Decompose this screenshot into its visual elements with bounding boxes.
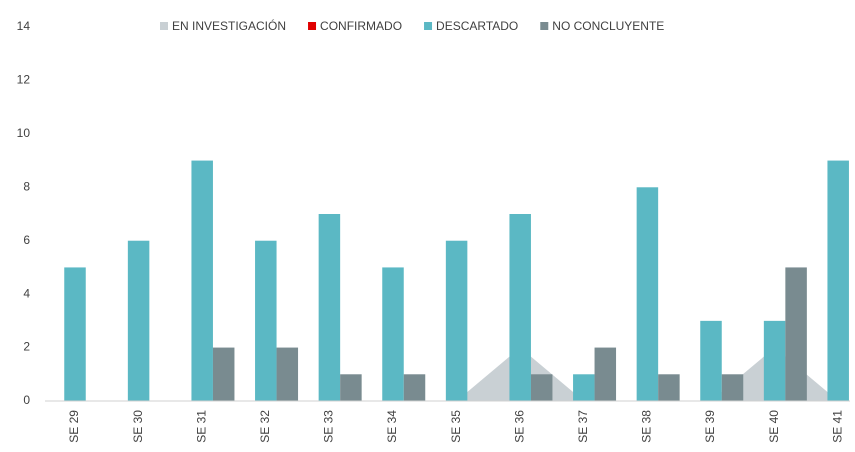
bar bbox=[382, 267, 404, 401]
bar bbox=[636, 187, 659, 401]
x-tick-label: SE 31 bbox=[194, 410, 208, 443]
x-tick-label: SE 30 bbox=[131, 410, 145, 443]
x-tick-label: SE 33 bbox=[322, 410, 336, 443]
bar bbox=[700, 320, 722, 401]
y-tick-label: 10 bbox=[17, 126, 31, 140]
y-tick-label: 14 bbox=[17, 19, 31, 33]
x-tick-label: SE 37 bbox=[576, 410, 590, 443]
bar bbox=[594, 347, 617, 401]
bar bbox=[191, 160, 213, 401]
bar bbox=[127, 240, 150, 401]
bar bbox=[403, 374, 426, 401]
x-tick-label: SE 29 bbox=[67, 410, 81, 443]
bar bbox=[255, 240, 277, 401]
legend-label: DESCARTADO bbox=[436, 19, 518, 33]
y-tick-label: 8 bbox=[23, 179, 30, 193]
legend-swatch bbox=[540, 22, 549, 30]
y-tick-label: 6 bbox=[23, 233, 30, 247]
x-tick-label: SE 39 bbox=[703, 410, 717, 443]
x-tick-label: SE 41 bbox=[830, 410, 844, 443]
bar bbox=[827, 160, 849, 401]
legend-swatch bbox=[424, 22, 433, 30]
bar bbox=[763, 320, 786, 401]
bar bbox=[721, 374, 744, 401]
y-tick-label: 4 bbox=[23, 286, 30, 300]
x-tick-label: SE 34 bbox=[385, 410, 399, 443]
bar bbox=[64, 267, 86, 401]
legend-label: EN INVESTIGACIÓN bbox=[172, 18, 286, 33]
x-tick-label: SE 36 bbox=[512, 410, 526, 443]
bar bbox=[445, 240, 468, 401]
area bbox=[75, 347, 839, 401]
bar bbox=[509, 214, 531, 401]
bar bbox=[212, 347, 235, 401]
bar bbox=[340, 374, 362, 401]
bar bbox=[276, 347, 299, 401]
bar bbox=[785, 267, 807, 401]
bar bbox=[573, 374, 595, 401]
y-tick-label: 2 bbox=[23, 340, 30, 354]
legend-label: CONFIRMADO bbox=[320, 19, 402, 33]
x-tick-label: SE 32 bbox=[258, 410, 272, 443]
bar bbox=[530, 374, 553, 401]
x-tick-label: SE 40 bbox=[767, 410, 781, 443]
y-tick-label: 12 bbox=[17, 73, 31, 87]
x-tick-label: SE 35 bbox=[449, 410, 463, 443]
legend-swatch bbox=[308, 22, 317, 30]
y-tick-label: 0 bbox=[23, 393, 30, 407]
bar bbox=[318, 214, 341, 401]
legend-swatch bbox=[160, 22, 168, 30]
bar bbox=[658, 374, 680, 401]
x-tick-label: SE 38 bbox=[640, 410, 654, 443]
legend-label: NO CONCLUYENTE bbox=[552, 19, 664, 33]
